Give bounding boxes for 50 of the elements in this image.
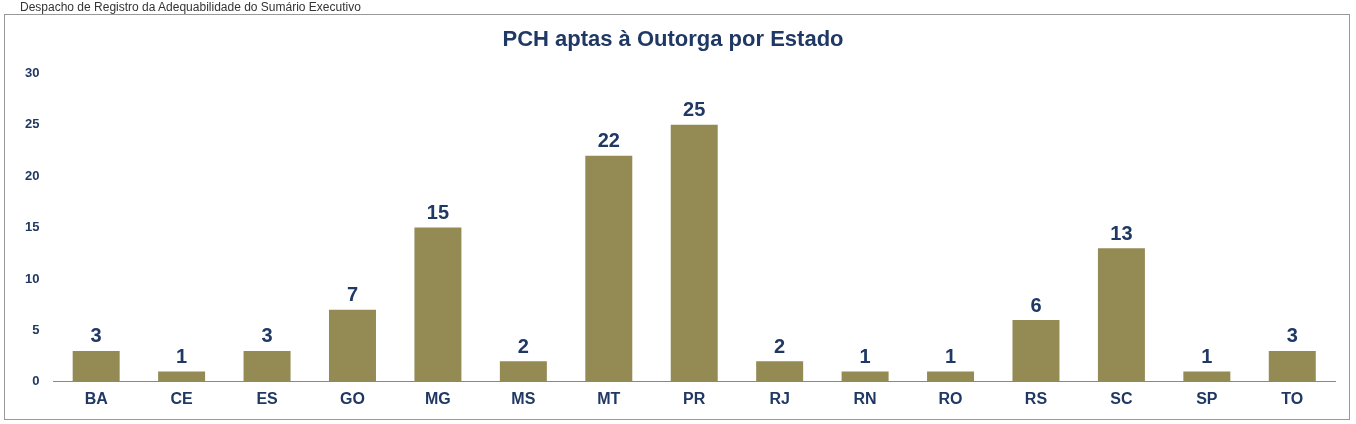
x-tick-label: BA: [84, 389, 109, 407]
data-label: 13: [1110, 221, 1133, 244]
y-tick-label: 20: [24, 167, 40, 183]
x-tick-label: RO: [938, 389, 963, 407]
data-label: 3: [90, 324, 102, 347]
bar: [756, 361, 804, 382]
x-tick-label: RJ: [769, 389, 790, 407]
bar: [328, 309, 376, 382]
text: Despacho de Registro da Adequabilidade do Sumário Executivo: [19, 0, 362, 14]
data-label: 7: [346, 283, 359, 306]
chart-title: PCH aptas à Outorga por Estado: [502, 26, 844, 52]
y-tick-label: 5: [32, 321, 40, 337]
x-tick-label: MT: [597, 389, 621, 407]
bar: [1097, 248, 1145, 382]
x-tick-label: SP: [1196, 389, 1218, 407]
y-tick-label: 15: [24, 219, 40, 235]
data-label: 25: [683, 98, 706, 121]
bar: [1268, 350, 1316, 382]
bar: [499, 361, 547, 382]
data-label: 1: [1201, 345, 1213, 368]
bar: [243, 350, 291, 382]
bar: [585, 155, 633, 382]
bar: [72, 350, 120, 382]
data-label: 1: [176, 345, 188, 368]
x-tick-label: TO: [1281, 389, 1304, 407]
data-label: 22: [597, 129, 620, 152]
data-label: 2: [517, 334, 529, 357]
x-tick-label: GO: [340, 389, 365, 407]
data-label: 6: [1030, 293, 1042, 316]
data-label: 15: [426, 201, 450, 224]
y-tick-label: 30: [24, 64, 40, 80]
bar: [1012, 320, 1060, 382]
bar: [670, 124, 718, 382]
x-tick-label: ES: [256, 389, 279, 407]
bar: [414, 227, 462, 382]
y-tick-label: 25: [24, 116, 40, 132]
data-label: 1: [859, 345, 871, 368]
x-tick-label: PR: [683, 389, 706, 407]
x-tick-label: CE: [170, 389, 194, 407]
y-tick-label: 0: [32, 373, 40, 389]
x-tick-label: RN: [853, 389, 877, 407]
data-label: 2: [774, 334, 786, 357]
x-tick-label: MG: [425, 389, 451, 407]
x-tick-label: RS: [1024, 389, 1048, 407]
x-tick-label: MS: [511, 389, 536, 407]
data-label: 3: [1286, 324, 1298, 347]
x-tick-label: SC: [1110, 389, 1133, 407]
y-tick-label: 10: [24, 270, 40, 286]
data-label: 3: [261, 324, 273, 347]
data-label: 1: [944, 345, 957, 368]
